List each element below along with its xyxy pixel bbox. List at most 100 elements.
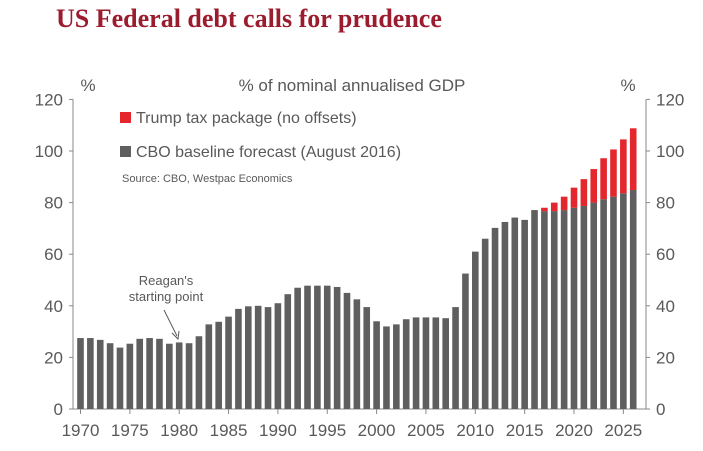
bar-cbo-2002 [393, 324, 400, 409]
y-tick-label-right: 120 [656, 90, 684, 109]
bar-cbo-2020 [570, 207, 578, 409]
x-tick-label: 1995 [308, 421, 346, 440]
bar-cbo-1986 [235, 308, 242, 409]
bar-cbo-1971 [87, 338, 94, 409]
bar-cbo-1975 [126, 343, 134, 409]
bar-cbo-2016 [531, 210, 538, 409]
source-note: Source: CBO, Westpac Economics [122, 173, 293, 185]
bar-cbo-2005 [422, 317, 430, 409]
y-tick-label-left: 80 [44, 194, 63, 213]
bar-cbo-2006 [432, 317, 440, 409]
bar-cbo-2014 [511, 217, 519, 409]
bar-cbo-2021 [580, 205, 588, 409]
bar-cbo-2013 [501, 221, 509, 409]
bar-cbo-1972 [96, 339, 104, 409]
y-tick-label-left: 120 [35, 90, 63, 109]
bar-cbo-1974 [116, 347, 124, 409]
bar-cbo-1981 [185, 343, 193, 409]
bar-cbo-2004 [412, 317, 420, 409]
bar-cbo-1991 [284, 294, 292, 409]
bar-cbo-1993 [304, 285, 311, 409]
bar-trump-2021 [580, 179, 588, 206]
bar-cbo-1976 [136, 338, 144, 409]
bar-cbo-2008 [452, 307, 459, 409]
legend-swatch-trump [120, 112, 131, 123]
bar-cbo-1977 [146, 338, 153, 409]
bar-trump-2017 [541, 207, 548, 212]
x-tick-label: 2015 [506, 421, 544, 440]
bar-cbo-2026 [629, 189, 637, 409]
bar-trump-2020 [570, 187, 578, 208]
bar-cbo-2017 [541, 211, 548, 409]
y-tick-label-right: 40 [656, 297, 675, 316]
bar-trump-2026 [629, 128, 637, 190]
bar-cbo-1988 [254, 305, 262, 409]
legend-swatch-cbo [120, 146, 131, 157]
x-tick-label: 1985 [210, 421, 248, 440]
x-tick-label: 2025 [604, 421, 642, 440]
bar-trump-2022 [590, 169, 598, 203]
bar-cbo-1985 [225, 316, 232, 409]
y-unit-right: % [620, 76, 635, 95]
x-tick-label: 2020 [555, 421, 593, 440]
bar-cbo-1982 [195, 336, 203, 409]
bar-cbo-2019 [560, 210, 568, 409]
x-tick-label: 1990 [259, 421, 297, 440]
bar-cbo-1983 [205, 324, 213, 409]
x-tick-label: 1975 [111, 421, 149, 440]
bar-cbo-1994 [314, 285, 321, 409]
legend-label-trump: Trump tax package (no offsets) [136, 110, 357, 127]
x-tick-label: 2005 [407, 421, 445, 440]
y-unit-left: % [80, 76, 95, 95]
bar-cbo-1980 [175, 342, 183, 409]
bar-trump-2019 [560, 196, 568, 211]
y-tick-label-right: 100 [656, 142, 684, 161]
bar-cbo-1997 [343, 292, 351, 409]
bar-cbo-2007 [442, 318, 449, 409]
bar-cbo-2000 [373, 321, 380, 409]
x-tick-label: 2000 [358, 421, 396, 440]
bar-trump-2025 [620, 139, 627, 194]
bar-cbo-1999 [363, 307, 371, 409]
annotation-line2: starting point [129, 289, 204, 304]
bar-cbo-2012 [491, 227, 499, 409]
bar-cbo-2025 [620, 193, 627, 409]
bar-cbo-1987 [244, 306, 252, 409]
y-tick-label-left: 20 [44, 348, 63, 367]
bar-cbo-1984 [215, 321, 222, 409]
bar-trump-2018 [550, 202, 558, 212]
bar-cbo-2024 [610, 196, 617, 409]
y-tick-label-right: 0 [656, 400, 665, 419]
annotation-line1: Reagan's [139, 273, 194, 288]
annotation-arrowhead [171, 330, 180, 341]
bar-cbo-2023 [600, 199, 607, 409]
bar-trump-2024 [610, 149, 617, 197]
legend-label-cbo: CBO baseline forecast (August 2016) [136, 144, 401, 161]
y-tick-label-right: 80 [656, 194, 675, 213]
bar-cbo-2003 [402, 319, 410, 409]
bar-cbo-2011 [481, 238, 489, 409]
bar-cbo-1973 [106, 343, 114, 409]
bar-cbo-2001 [383, 326, 390, 409]
bar-cbo-2018 [550, 211, 558, 409]
chart-title: US Federal debt calls for prudence [56, 4, 442, 33]
bar-cbo-1990 [274, 303, 282, 409]
x-tick-label: 2010 [456, 421, 494, 440]
bar-cbo-1979 [166, 343, 173, 409]
y-tick-label-left: 100 [35, 142, 63, 161]
bar-cbo-2009 [462, 273, 469, 409]
bar-cbo-2022 [590, 202, 598, 409]
bar-cbo-1996 [333, 286, 341, 409]
y-tick-label-left: 60 [44, 245, 63, 264]
bar-cbo-1989 [264, 307, 272, 409]
y-tick-label-left: 40 [44, 297, 63, 316]
annotation-arrow [163, 309, 178, 337]
y-tick-label-left: 0 [54, 400, 63, 419]
bar-cbo-2010 [472, 251, 479, 409]
bar-cbo-1995 [323, 285, 331, 409]
bar-cbo-1998 [353, 299, 361, 409]
bar-trump-2023 [600, 158, 607, 200]
x-tick-label: 1980 [160, 421, 198, 440]
x-tick-label: 1970 [62, 421, 100, 440]
